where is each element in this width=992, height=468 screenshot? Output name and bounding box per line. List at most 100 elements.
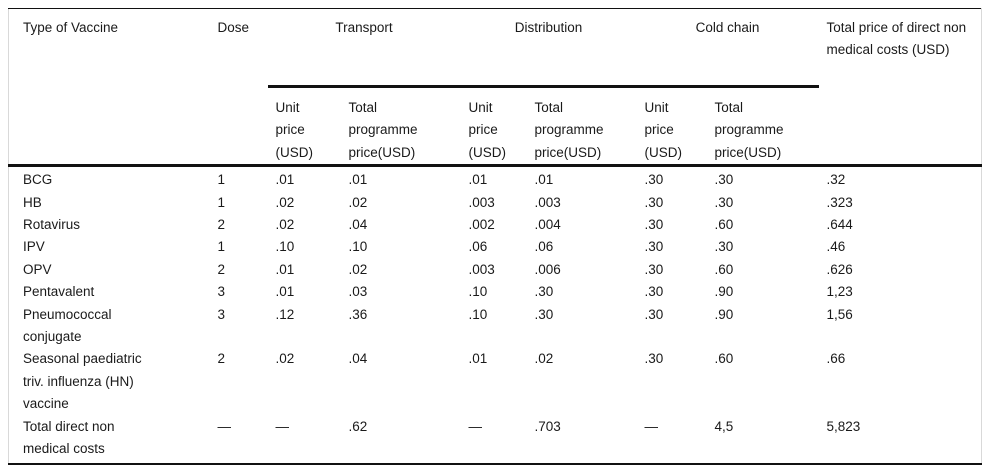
cell-transport-total: .36: [348, 306, 368, 322]
cell-dose: 1: [217, 194, 226, 210]
cell-coldchain-total: 4,5: [706, 415, 819, 465]
cell-transport-unit: .02: [275, 217, 295, 233]
cell-distribution-total: .30: [534, 306, 554, 322]
cell-total-price: 1,23: [826, 284, 853, 300]
col-header-type-of-vaccine: Type of Vaccine: [8, 8, 208, 168]
cell-vaccine-name: HB: [23, 194, 42, 210]
cell-total-price: .644: [826, 217, 853, 233]
cell-transport-unit: .12: [275, 306, 295, 322]
cell-total-price: 5,823: [818, 415, 982, 465]
cell-distribution-total: .30: [534, 284, 554, 300]
cell-transport-total: .01: [348, 172, 368, 188]
table-row-ipv: IPV 1 .10 .10 .06 .06 .30 .30 .46: [9, 236, 982, 258]
cell-dose: 2: [217, 261, 226, 277]
cell-transport-total: .04: [348, 351, 368, 367]
cell-vaccine-name: Pneumococcal conjugate: [23, 306, 112, 345]
col-header-transport-total-price: Total programme price(USD): [340, 86, 461, 168]
cell-total-price: .323: [826, 194, 853, 210]
cell-dose: 3: [217, 284, 226, 300]
cell-coldchain-unit: .30: [644, 306, 664, 322]
cell-coldchain-unit: .30: [644, 172, 664, 188]
cell-total-price: .626: [826, 261, 853, 277]
cell-transport-total: .02: [348, 194, 368, 210]
col-group-cold-chain: Cold chain: [636, 8, 819, 88]
cell-distribution-unit: .002: [468, 217, 495, 233]
table-body: BCG 1 .01 .01 .01 .01 .30 .30 .32 HB 1 .…: [8, 166, 982, 465]
cell-distribution-unit: .06: [468, 239, 488, 255]
cell-coldchain-total: .60: [714, 261, 734, 277]
cell-distribution-unit: .10: [468, 284, 488, 300]
table-row-total-direct-non-medical-costs: Total direct non medical costs — — .62 —…: [8, 415, 982, 465]
cell-coldchain-total: .30: [714, 239, 734, 255]
cell-transport-total: .02: [348, 261, 368, 277]
col-header-transport-unit-price: Unit price (USD): [267, 86, 341, 168]
cell-coldchain-total: .90: [714, 284, 734, 300]
col-header-coldchain-total-price: Total programme price(USD): [706, 86, 819, 168]
cell-coldchain-total: .60: [714, 217, 734, 233]
cell-vaccine-name: Rotavirus: [23, 217, 81, 233]
table-row-opv: OPV 2 .01 .02 .003 .006 .30 .60 .626: [9, 259, 982, 281]
cell-transport-unit: .02: [275, 194, 295, 210]
cell-transport-total: .04: [348, 217, 368, 233]
col-header-dose: Dose: [207, 8, 268, 168]
table-row-pneumococcal-conjugate: Pneumococcal conjugate 3 .12 .36 .10 .30…: [9, 304, 982, 349]
table-row-hb: HB 1 .02 .02 .003 .003 .30 .30 .323: [9, 192, 982, 214]
cell-coldchain-total: .60: [714, 351, 734, 367]
cell-total-price: .32: [826, 172, 846, 188]
cell-dose: —: [207, 415, 268, 465]
cell-coldchain-total: .90: [714, 306, 734, 322]
cell-vaccine-name: BCG: [23, 172, 53, 188]
table-row-bcg: BCG 1 .01 .01 .01 .01 .30 .30 .32: [9, 166, 982, 192]
col-header-total-price-label: Total price of direct non medical costs …: [826, 20, 967, 58]
cell-dose: 2: [217, 351, 226, 367]
col-header-total-price: Total price of direct non medical costs …: [818, 8, 982, 168]
cell-dose: 3: [217, 306, 226, 322]
cell-transport-total: .03: [348, 284, 368, 300]
cell-coldchain-total: .30: [714, 172, 734, 188]
cell-dose: 2: [217, 217, 226, 233]
table-row-rotavirus: Rotavirus 2 .02 .04 .002 .004 .30 .60 .6…: [9, 214, 982, 236]
cell-transport-unit: .01: [275, 284, 295, 300]
cell-vaccine-name: Pentavalent: [23, 284, 95, 300]
table-row-seasonal-influenza: Seasonal paediatric triv. influenza (HN)…: [9, 348, 982, 415]
cell-transport-unit: .02: [275, 351, 295, 367]
cell-dose: 1: [217, 239, 226, 255]
cell-distribution-unit: .10: [468, 306, 488, 322]
cell-coldchain-unit: .30: [644, 284, 664, 300]
cell-distribution-unit: —: [460, 415, 527, 465]
col-group-distribution: Distribution: [460, 8, 637, 88]
cell-distribution-total: .06: [534, 239, 554, 255]
cell-vaccine-name: OPV: [23, 261, 52, 277]
cell-distribution-unit: .003: [468, 194, 495, 210]
cell-vaccine-name: Seasonal paediatric triv. influenza (HN)…: [23, 351, 142, 412]
col-header-distribution-total-price: Total programme price(USD): [526, 86, 637, 168]
cell-transport-unit: —: [267, 415, 341, 465]
cell-distribution-total: .01: [534, 172, 554, 188]
cell-distribution-total: .703: [526, 415, 637, 465]
cell-coldchain-unit: .30: [644, 194, 664, 210]
cell-transport-total: .10: [348, 239, 368, 255]
cell-total-price: .66: [826, 351, 846, 367]
cell-distribution-unit: .01: [468, 351, 488, 367]
cell-transport-unit: .01: [275, 172, 295, 188]
cell-dose: 1: [217, 172, 226, 188]
col-group-transport: Transport: [267, 8, 461, 88]
cell-total-price: 1,56: [826, 306, 853, 322]
cell-transport-unit: .10: [275, 239, 295, 255]
col-header-distribution-unit-price: Unit price (USD): [460, 86, 527, 168]
cell-distribution-total: .02: [534, 351, 554, 367]
cell-distribution-total: .006: [534, 261, 561, 277]
cell-distribution-unit: .01: [468, 172, 488, 188]
cell-total-price: .46: [826, 239, 846, 255]
cell-transport-unit: .01: [275, 261, 295, 277]
cell-coldchain-unit: .30: [644, 261, 664, 277]
col-header-coldchain-unit-price: Unit price (USD): [636, 86, 707, 168]
table-row-pentavalent: Pentavalent 3 .01 .03 .10 .30 .30 .90 1,…: [9, 281, 982, 303]
cell-distribution-unit: .003: [468, 261, 495, 277]
cell-coldchain-unit: .30: [644, 217, 664, 233]
cell-coldchain-unit: .30: [644, 351, 664, 367]
cell-vaccine-name: IPV: [23, 239, 45, 255]
cell-transport-total: .62: [340, 415, 461, 465]
vaccine-cost-table: Type of Vaccine Dose Transport Distribut…: [8, 8, 983, 465]
